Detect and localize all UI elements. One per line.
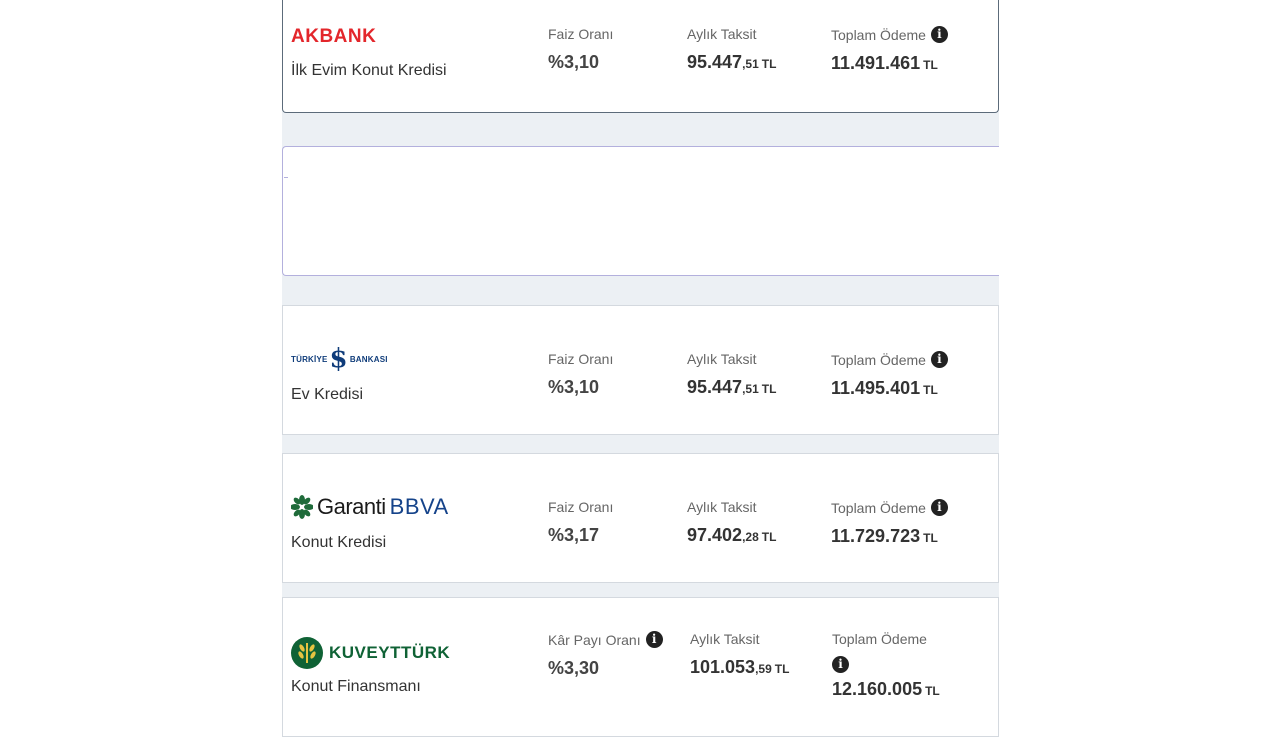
product-name: İlk Evim Konut Kredisi xyxy=(291,62,447,79)
installment-value: 97.402,28 TL xyxy=(687,525,777,545)
akbank-logo: AKBANK xyxy=(291,26,377,47)
product-name: Konut Kredisi xyxy=(291,534,387,551)
rate-column: Kâr Payı Oranı i %3,30 xyxy=(548,631,663,679)
kuveytturk-wheat-icon xyxy=(291,637,323,669)
placeholder-divider xyxy=(284,177,288,178)
kuveytturk-logo: KUVEYTTÜRK xyxy=(291,637,450,669)
total-value: 11.491.461 TL xyxy=(831,53,938,73)
isbank-mark-icon: $ xyxy=(329,344,348,374)
loan-card-kuveytturk[interactable]: KUVEYTTÜRK Konut Finansmanı Kâr Payı Ora… xyxy=(282,597,999,737)
product-name: Konut Finansmanı xyxy=(291,678,421,695)
garanti-clover-icon xyxy=(291,495,313,519)
installment-column: Aylık Taksit 95.447,51 TL xyxy=(687,26,776,73)
total-column: Toplam Ödeme i 12.160.005 TL xyxy=(832,631,940,700)
isbank-logo: TÜRKİYE $ BANKASI xyxy=(291,344,388,374)
installment-value: 95.447,51 TL xyxy=(687,52,777,72)
installment-label: Aylık Taksit xyxy=(687,499,757,515)
loan-results-panel: AKBANK İlk Evim Konut Kredisi Faiz Oranı… xyxy=(282,0,999,737)
rate-label: Faiz Oranı xyxy=(548,351,614,367)
installment-label: Aylık Taksit xyxy=(687,351,757,367)
rate-label: Faiz Oranı xyxy=(548,26,614,42)
product-name: Ev Kredisi xyxy=(291,386,364,403)
installment-column: Aylık Taksit 95.447,51 TL xyxy=(687,351,776,398)
total-label: Toplam Ödeme i xyxy=(831,351,948,368)
rate-value: %3,10 xyxy=(548,52,600,72)
installment-value: 95.447,51 TL xyxy=(687,377,777,397)
rate-value: %3,17 xyxy=(548,525,600,545)
installment-label: Aylık Taksit xyxy=(690,631,760,647)
rate-value: %3,10 xyxy=(548,377,600,397)
total-column: Toplam Ödeme i 11.729.723 TL xyxy=(831,499,948,547)
rate-value: %3,30 xyxy=(548,658,600,678)
total-column: Toplam Ödeme i 11.491.461 TL xyxy=(831,26,948,74)
total-value: 11.495.401 TL xyxy=(831,378,938,398)
installment-column: Aylık Taksit 101.053,59 TL xyxy=(690,631,789,678)
info-icon[interactable]: i xyxy=(645,631,663,648)
installment-value: 101.053,59 TL xyxy=(690,657,790,677)
total-label: Toplam Ödeme i xyxy=(831,26,948,43)
installment-column: Aylık Taksit 97.402,28 TL xyxy=(687,499,776,546)
total-label: Toplam Ödeme i xyxy=(831,499,948,516)
total-value: 11.729.723 TL xyxy=(831,526,938,546)
info-icon[interactable]: i xyxy=(930,351,948,368)
rate-label: Kâr Payı Oranı i xyxy=(548,631,663,648)
total-column: Toplam Ödeme i 11.495.401 TL xyxy=(831,351,948,399)
info-icon[interactable]: i xyxy=(930,26,948,43)
loan-card-isbank[interactable]: TÜRKİYE $ BANKASI Ev Kredisi Faiz Oranı %3… xyxy=(282,305,999,435)
rate-column: Faiz Oranı %3,10 xyxy=(548,26,613,73)
rate-column: Faiz Oranı %3,17 xyxy=(548,499,613,546)
loan-card-garanti[interactable]: Garanti BBVA Konut Kredisi Faiz Oranı %3,… xyxy=(282,453,999,583)
installment-label: Aylık Taksit xyxy=(687,26,757,42)
placeholder-card xyxy=(282,146,999,276)
rate-label: Faiz Oranı xyxy=(548,499,614,515)
info-icon[interactable]: i xyxy=(832,656,849,673)
info-icon[interactable]: i xyxy=(930,499,948,516)
total-value: 12.160.005 TL xyxy=(832,679,940,699)
total-label: Toplam Ödeme xyxy=(832,631,927,647)
garanti-logo: Garanti BBVA xyxy=(291,494,449,520)
loan-card-akbank[interactable]: AKBANK İlk Evim Konut Kredisi Faiz Oranı… xyxy=(282,0,999,113)
rate-column: Faiz Oranı %3,10 xyxy=(548,351,613,398)
